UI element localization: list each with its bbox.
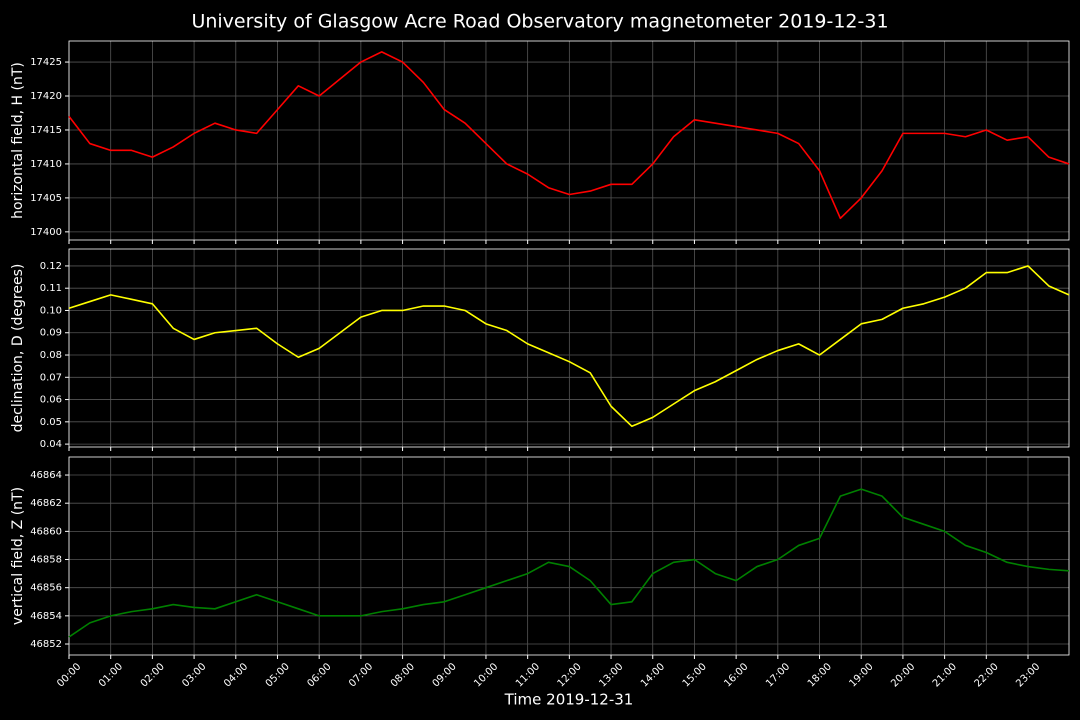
- data-line: [68, 51, 1070, 220]
- y-tick-label: 17425: [30, 57, 62, 68]
- y-tick-label: 0.11: [40, 283, 62, 294]
- y-tick-label: 46860: [30, 526, 62, 537]
- y-tick-label: 0.04: [40, 439, 62, 450]
- data-line: [68, 265, 1070, 428]
- y-tick-label: 46852: [30, 639, 62, 650]
- x-axis-label: Time 2019-12-31: [504, 691, 634, 709]
- plot-frame: [68, 40, 1070, 241]
- y-tick-label: 17420: [30, 91, 62, 102]
- y-tick-label: 17400: [30, 227, 62, 238]
- chart-title: University of Glasgow Acre Road Observat…: [191, 11, 888, 33]
- data-line: [68, 488, 1070, 638]
- y-tick-label: 46854: [30, 611, 62, 622]
- y-axis-label: horizontal field, H (nT): [10, 62, 26, 219]
- y-tick-label: 46858: [30, 555, 62, 566]
- y-tick-label: 17410: [30, 159, 62, 170]
- y-axis-label: vertical field, Z (nT): [10, 487, 26, 625]
- plot-frame: [68, 248, 1070, 448]
- y-tick-label: 0.06: [40, 395, 62, 406]
- y-tick-label: 0.08: [40, 350, 62, 361]
- y-axis-label: declination, D (degrees): [10, 264, 26, 433]
- y-tick-label: 46864: [30, 470, 62, 481]
- y-tick-label: 46862: [30, 498, 62, 509]
- y-tick-label: 0.05: [40, 417, 62, 428]
- y-tick-label: 0.07: [40, 372, 62, 383]
- y-tick-label: 46856: [30, 583, 62, 594]
- plot-frame: [68, 456, 1070, 656]
- y-tick-label: 17405: [30, 193, 62, 204]
- y-tick-label: 0.10: [40, 305, 62, 316]
- y-tick-label: 0.12: [40, 261, 62, 272]
- y-tick-label: 0.09: [40, 328, 62, 339]
- y-tick-label: 17415: [30, 125, 62, 136]
